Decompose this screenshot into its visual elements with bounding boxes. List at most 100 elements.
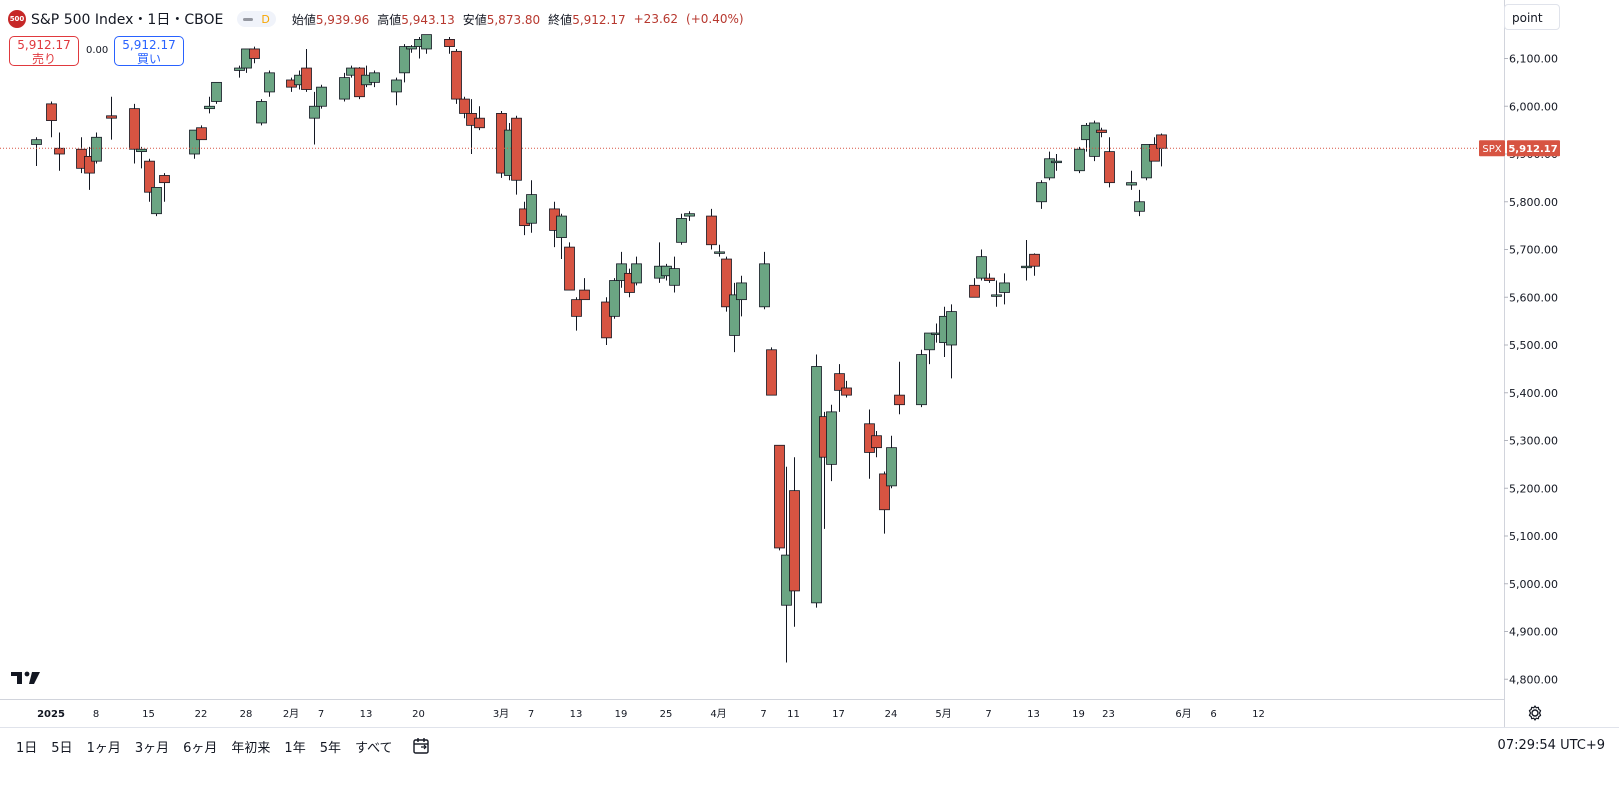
- candle-body[interactable]: [714, 251, 725, 254]
- candle-body[interactable]: [1126, 182, 1137, 186]
- candle-body[interactable]: [684, 213, 695, 217]
- candle-body[interactable]: [451, 50, 462, 100]
- candle-body[interactable]: [391, 79, 402, 93]
- candle-body[interactable]: [759, 263, 770, 308]
- candle-body[interactable]: [1134, 201, 1145, 212]
- sell-button[interactable]: 5,912.17 売り: [9, 36, 79, 66]
- buy-button[interactable]: 5,912.17 買い: [114, 36, 184, 66]
- candle-body[interactable]: [316, 86, 327, 107]
- candle-body[interactable]: [144, 160, 155, 193]
- candle-body[interactable]: [736, 282, 747, 301]
- candle-body[interactable]: [54, 147, 65, 155]
- candle-body[interactable]: [1029, 253, 1040, 267]
- range-1m[interactable]: 1ヶ月: [86, 740, 121, 756]
- range-1y[interactable]: 1年: [284, 740, 306, 756]
- candle-body[interactable]: [106, 115, 117, 119]
- candle-body[interactable]: [1036, 182, 1047, 203]
- candle-body[interactable]: [249, 48, 260, 59]
- candle-body[interactable]: [669, 268, 680, 286]
- candle-body[interactable]: [879, 473, 890, 511]
- candle-body[interactable]: [1096, 129, 1107, 133]
- candle-body[interactable]: [406, 46, 417, 50]
- range-ytd[interactable]: 年初来: [231, 740, 271, 756]
- candle-body[interactable]: [526, 194, 537, 224]
- candle-body[interactable]: [991, 294, 1002, 297]
- candle-body[interactable]: [511, 117, 522, 181]
- candle-body[interactable]: [189, 129, 200, 155]
- candle-body[interactable]: [571, 299, 582, 317]
- range-3m[interactable]: 3ヶ月: [134, 740, 170, 756]
- candle-body[interactable]: [721, 258, 732, 308]
- range-all[interactable]: すべて: [354, 740, 393, 756]
- candle-body[interactable]: [894, 394, 905, 406]
- candle-body[interactable]: [564, 246, 575, 291]
- candle-body[interactable]: [706, 215, 717, 246]
- range-6m[interactable]: 6ヶ月: [183, 740, 218, 756]
- symbol-title[interactable]: S&P 500 Index・1日・CBOE: [31, 12, 224, 28]
- candle-body[interactable]: [886, 447, 897, 487]
- candle-body[interactable]: [774, 444, 785, 549]
- candle-body[interactable]: [1021, 265, 1032, 269]
- candle-body[interactable]: [444, 39, 455, 47]
- candle-body[interactable]: [916, 354, 927, 406]
- candle-body[interactable]: [946, 311, 957, 346]
- candle-body[interactable]: [999, 282, 1010, 293]
- candle-body[interactable]: [841, 387, 852, 396]
- calendar-icon[interactable]: [411, 736, 431, 756]
- candle-body[interactable]: [1074, 148, 1085, 172]
- gear-icon[interactable]: [1526, 704, 1544, 722]
- range-1d[interactable]: 1日: [16, 740, 38, 756]
- candle-body[interactable]: [811, 366, 822, 604]
- candle-body[interactable]: [459, 98, 470, 114]
- candle-body[interactable]: [976, 256, 987, 279]
- candle-body[interactable]: [91, 136, 102, 162]
- candle-body[interactable]: [729, 294, 740, 336]
- candle-body[interactable]: [556, 215, 567, 238]
- candle-body[interactable]: [256, 101, 267, 124]
- candle-body[interactable]: [924, 332, 935, 351]
- candle-body[interactable]: [196, 127, 207, 141]
- candle-body[interactable]: [1104, 151, 1115, 184]
- candle-body[interactable]: [234, 67, 245, 71]
- candle-body[interactable]: [339, 77, 350, 100]
- candle-body[interactable]: [474, 117, 485, 129]
- candle-body[interactable]: [46, 103, 57, 121]
- candle-body[interactable]: [579, 289, 590, 301]
- candle-body[interactable]: [31, 139, 42, 145]
- scale-mode-button[interactable]: point: [1504, 4, 1560, 30]
- range-5d[interactable]: 5日: [51, 740, 73, 756]
- candle-body[interactable]: [1051, 160, 1062, 164]
- candle-body[interactable]: [399, 46, 410, 74]
- candle-body[interactable]: [789, 490, 800, 592]
- candle-body[interactable]: [826, 411, 837, 465]
- candle-body[interactable]: [84, 155, 95, 174]
- candle-body[interactable]: [309, 105, 320, 119]
- candle-body[interactable]: [766, 349, 777, 396]
- candle-body[interactable]: [676, 218, 687, 243]
- candle-body[interactable]: [871, 435, 882, 449]
- clock[interactable]: 07:29:54 UTC+9: [1497, 738, 1605, 753]
- tradingview-logo-icon[interactable]: [11, 670, 43, 686]
- candle-body[interactable]: [211, 81, 222, 102]
- candle-body[interactable]: [264, 72, 275, 93]
- candle-body[interactable]: [601, 301, 612, 339]
- candle-body[interactable]: [1089, 122, 1100, 157]
- interval-pill[interactable]: D: [237, 11, 276, 27]
- candle-body[interactable]: [204, 105, 215, 110]
- candle-body[interactable]: [301, 67, 312, 90]
- candle-body[interactable]: [369, 72, 380, 83]
- candle-body[interactable]: [159, 175, 170, 184]
- candle-body[interactable]: [616, 263, 627, 281]
- candle-body[interactable]: [834, 373, 845, 391]
- candle-body[interactable]: [631, 263, 642, 284]
- candle-body[interactable]: [1044, 158, 1055, 179]
- candle-body[interactable]: [129, 108, 140, 150]
- candle-body[interactable]: [1156, 134, 1167, 149]
- range-5y[interactable]: 5年: [319, 740, 341, 756]
- candle-body[interactable]: [136, 148, 147, 153]
- candle-body[interactable]: [969, 284, 980, 298]
- candle-body[interactable]: [421, 34, 432, 50]
- candle-body[interactable]: [609, 280, 620, 317]
- candle-body[interactable]: [151, 187, 162, 215]
